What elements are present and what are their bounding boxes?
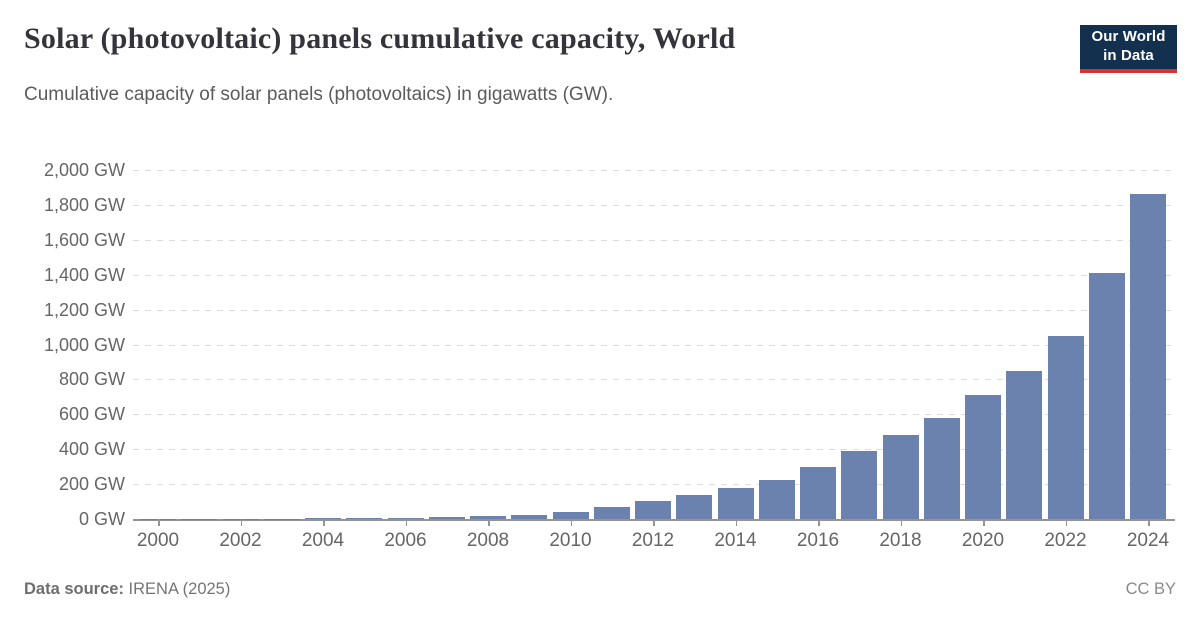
bar-2014 <box>717 488 754 519</box>
bar-2022 <box>1047 336 1084 519</box>
y-tick-label: 200 GW <box>58 474 125 495</box>
x-tick-mark <box>653 519 655 526</box>
bar-2017 <box>841 450 878 519</box>
bar-2005 <box>346 518 383 519</box>
owid-logo-line1: Our World <box>1091 28 1166 46</box>
bar-2024 <box>1130 193 1166 519</box>
bar-2011 <box>593 506 630 519</box>
bar-2012 <box>635 501 671 519</box>
data-source-note: Data source: IRENA (2025) <box>24 580 230 599</box>
x-tick-label: 2008 <box>466 530 510 551</box>
page-title: Solar (photovoltaic) panels cumulative c… <box>24 22 736 55</box>
bar-2015 <box>758 480 795 519</box>
y-tick-label: 1,000 GW <box>43 334 125 355</box>
y-tick-label: 1,200 GW <box>43 299 125 320</box>
owid-logo: Our World in Data <box>1080 25 1177 73</box>
gridline-600 <box>133 414 1175 416</box>
bar-2009 <box>511 514 548 519</box>
x-tick-mark <box>240 519 242 526</box>
bar-2007 <box>428 517 465 519</box>
x-tick-label: 2004 <box>301 530 345 551</box>
bar-2019 <box>923 417 960 519</box>
gridline-400 <box>133 449 1175 451</box>
x-tick-label: 2014 <box>714 530 757 551</box>
bar-2016 <box>800 467 836 519</box>
x-tick-label: 2024 <box>1126 530 1170 551</box>
x-tick-label: 2018 <box>879 530 922 551</box>
bar-2018 <box>882 434 919 519</box>
bar-2006 <box>387 517 424 519</box>
y-tick-label: 600 GW <box>58 404 125 425</box>
x-tick-mark <box>900 519 902 526</box>
bar-2004 <box>305 518 341 519</box>
bar-2020 <box>965 395 1001 519</box>
chart-subtitle: Cumulative capacity of solar panels (pho… <box>24 84 614 105</box>
x-tick-label: 2006 <box>384 530 427 551</box>
x-tick-label: 2010 <box>549 530 592 551</box>
gridline-1200 <box>133 309 1175 311</box>
y-tick-label: 0 GW <box>78 509 125 529</box>
x-tick-label: 2002 <box>219 530 262 551</box>
x-tick-label: 2016 <box>796 530 840 551</box>
y-tick-label: 1,400 GW <box>43 264 125 285</box>
x-tick-mark <box>735 519 737 526</box>
y-tick-label: 800 GW <box>58 369 125 390</box>
y-tick-label: 2,000 GW <box>43 160 125 180</box>
y-tick-label: 400 GW <box>58 439 125 460</box>
gridline-200 <box>133 484 1175 486</box>
y-tick-label: 1,600 GW <box>43 229 125 250</box>
owid-logo-line2: in Data <box>1103 47 1154 64</box>
x-tick-label: 2020 <box>961 530 1005 551</box>
gridline-1800 <box>133 204 1175 206</box>
bar-2008 <box>470 516 506 519</box>
bar-2010 <box>552 511 589 519</box>
x-tick-label: 2022 <box>1044 530 1087 551</box>
x-tick-mark <box>488 519 490 526</box>
gridline-1000 <box>133 344 1175 346</box>
x-tick-mark <box>1065 519 1067 526</box>
data-source-label: Data source: <box>24 580 124 598</box>
x-tick-label: 2012 <box>631 530 675 551</box>
gridline-1600 <box>133 239 1175 241</box>
x-tick-mark <box>158 519 160 526</box>
gridline-800 <box>133 379 1175 381</box>
x-tick-mark <box>323 519 325 526</box>
gridline-2000 <box>133 170 1175 171</box>
license-label: CC BY <box>1125 580 1176 598</box>
bar-2013 <box>676 494 713 519</box>
x-tick-label: 2000 <box>136 530 180 551</box>
bar-2021 <box>1006 370 1043 519</box>
x-tick-mark <box>405 519 407 526</box>
x-tick-mark <box>1148 519 1150 526</box>
x-tick-mark <box>570 519 572 526</box>
gridline-1400 <box>133 274 1175 276</box>
x-tick-mark <box>818 519 820 526</box>
data-source-value: IRENA (2025) <box>128 580 231 598</box>
x-tick-mark <box>983 519 985 526</box>
bar-2023 <box>1088 272 1125 519</box>
y-tick-label: 1,800 GW <box>43 194 125 215</box>
